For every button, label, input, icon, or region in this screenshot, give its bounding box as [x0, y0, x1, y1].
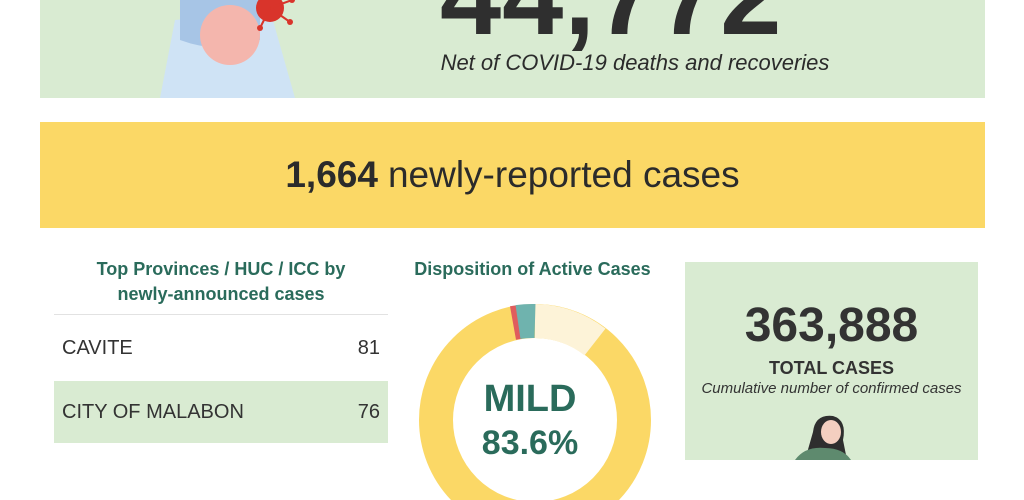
disposition-donut	[419, 303, 651, 500]
provinces-title-line1: Top Provinces / HUC / ICC by	[96, 259, 346, 279]
table-row: CAVITE 81	[54, 318, 388, 378]
active-cases-banner: 44,772 Net of COVID-19 deaths and recove…	[40, 0, 985, 98]
active-cases-number: 44,772	[440, 0, 820, 52]
provinces-title-line2: newly-announced cases	[117, 284, 325, 304]
total-cases-caption: Cumulative number of confirmed cases	[701, 380, 962, 397]
person-icon	[795, 415, 851, 460]
provinces-divider	[54, 314, 388, 315]
table-row: CITY OF MALABON 76	[54, 381, 388, 443]
new-cases-label: newly-reported cases	[387, 154, 740, 195]
province-name: CAVITE	[62, 336, 133, 359]
person-with-virus-icon	[160, 0, 295, 98]
new-cases-banner: 1,664 newly-reported cases	[40, 122, 985, 228]
mild-percentage: 83.6%	[481, 424, 579, 462]
mild-label: MILD	[483, 378, 577, 420]
province-name: CITY OF MALABON	[62, 400, 244, 423]
province-count: 76	[357, 400, 380, 423]
disposition-title: Disposition of Active Cases	[414, 259, 651, 279]
active-cases-caption: Net of COVID-19 deaths and recoveries	[440, 50, 830, 75]
provinces-title: Top Provinces / HUC / ICC by newly-annou…	[54, 257, 388, 307]
province-count: 81	[357, 336, 380, 359]
total-cases-label: TOTAL CASES	[768, 358, 894, 378]
new-cases-count: 1,664	[285, 154, 378, 195]
total-cases-number: 363,888	[744, 299, 919, 352]
total-cases-box: 363,888 TOTAL CASES Cumulative number of…	[685, 262, 978, 460]
